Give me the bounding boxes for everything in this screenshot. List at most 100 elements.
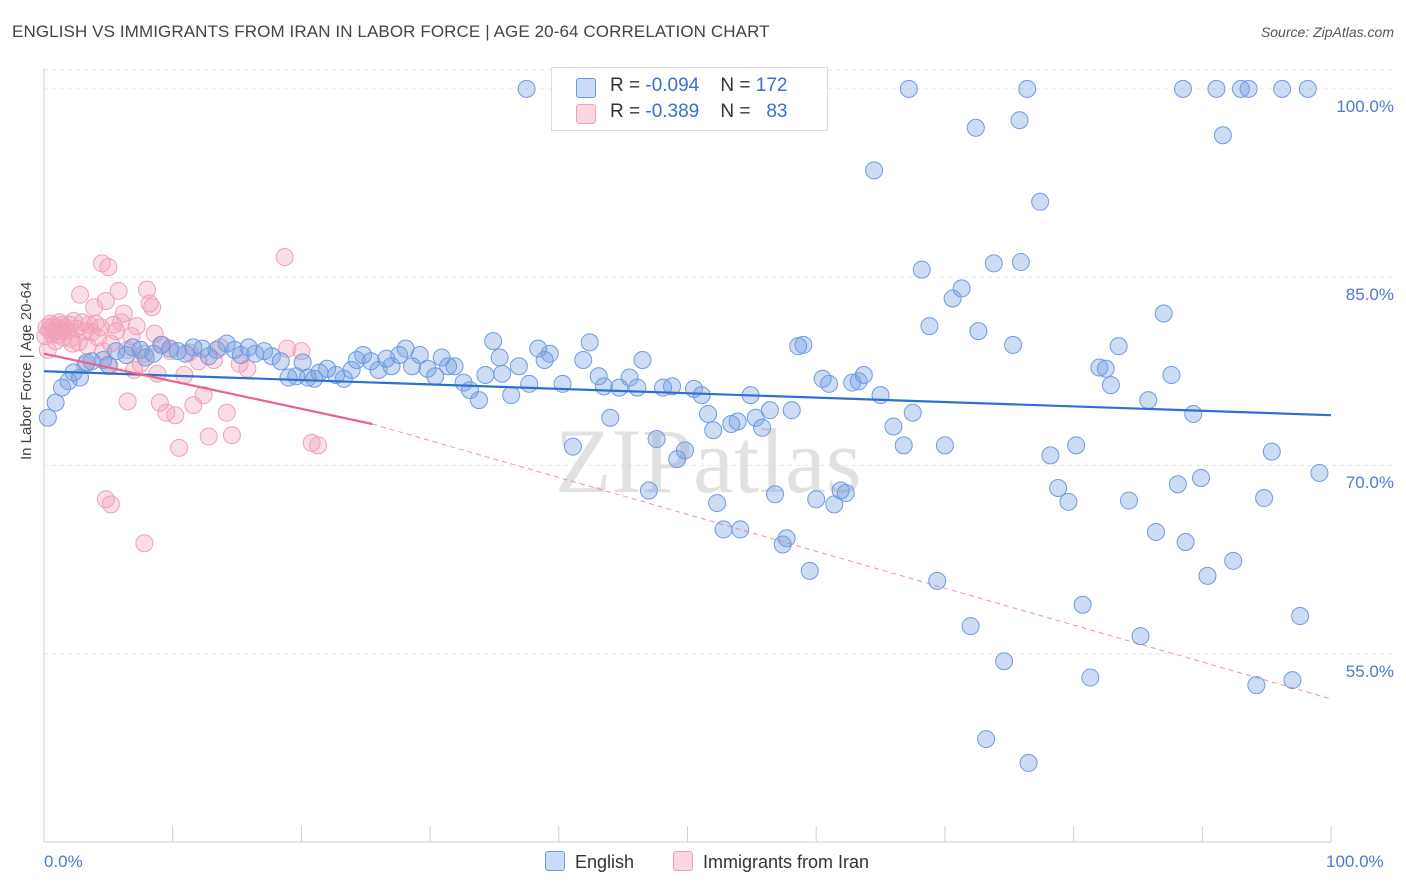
english-point: [884, 417, 903, 436]
iran-point: [275, 248, 294, 267]
english-legend-swatch: [545, 851, 565, 871]
english-point: [633, 350, 652, 369]
english-point: [1101, 376, 1120, 395]
iran-point: [127, 317, 146, 336]
english-point: [714, 520, 733, 539]
english-point: [293, 353, 312, 372]
english-point: [1310, 463, 1329, 482]
english-point: [117, 345, 136, 364]
english-point: [1173, 79, 1192, 98]
english-point: [1273, 79, 1292, 98]
english-point: [1184, 404, 1203, 423]
axes: [43, 68, 1332, 843]
iran-trend-line: [43, 352, 373, 426]
chart-source: Source: ZipAtlas.com: [1260, 24, 1394, 40]
english-point: [675, 441, 694, 460]
english-r-value: -0.094: [645, 75, 700, 96]
iran-point: [80, 315, 99, 334]
english-point: [1146, 522, 1165, 541]
iran-swatch: [576, 104, 596, 124]
english-point: [995, 652, 1014, 671]
english-point: [1090, 358, 1109, 377]
english-point: [894, 436, 913, 455]
english-point: [639, 481, 658, 500]
english-point: [903, 403, 922, 422]
iran-point: [143, 298, 162, 317]
english-point: [854, 366, 873, 385]
english-point: [1131, 627, 1150, 646]
english-point: [807, 490, 826, 509]
iran-point: [99, 258, 118, 277]
english-n-value: 172: [755, 75, 788, 96]
english-point: [594, 377, 613, 396]
iran-trend-extension: [372, 423, 1332, 700]
y-tick-label: 85.0%: [1345, 285, 1394, 305]
iran-point: [55, 318, 74, 337]
english-point: [1041, 446, 1060, 465]
english-point: [1168, 475, 1187, 494]
y-tick-label: 100.0%: [1336, 96, 1394, 116]
english-swatch: [576, 78, 596, 98]
english-point: [1247, 676, 1266, 695]
english-point: [1224, 551, 1243, 570]
english-point: [836, 484, 855, 503]
english-point: [647, 430, 666, 449]
english-point: [1059, 492, 1078, 511]
english-point: [279, 368, 298, 387]
iran-point: [96, 490, 115, 509]
iran-n-value: 83: [766, 101, 788, 122]
english-point: [753, 418, 772, 437]
english-point: [831, 481, 850, 500]
english-point: [490, 348, 509, 367]
english-point: [410, 345, 429, 364]
english-point: [912, 260, 931, 279]
english-point: [1162, 366, 1181, 385]
english-point: [1067, 436, 1086, 455]
english-point: [966, 118, 985, 137]
english-point: [563, 437, 582, 456]
x-tick-label-min: 0.0%: [44, 852, 83, 871]
watermark: ZIPatlas: [555, 410, 862, 512]
english-point: [298, 368, 317, 387]
english-point: [1081, 668, 1100, 687]
english-point: [692, 386, 711, 405]
english-point: [969, 322, 988, 341]
english-point: [620, 368, 639, 387]
english-point: [184, 338, 203, 357]
english-point: [529, 339, 548, 358]
x-tick-label-max: 100.0%: [1326, 852, 1384, 871]
english-point: [961, 617, 980, 636]
english-point: [517, 79, 536, 98]
english-point: [1198, 566, 1217, 585]
english-point: [432, 348, 451, 367]
english-point: [704, 421, 723, 440]
english-point: [766, 485, 785, 504]
english-point: [1207, 79, 1226, 98]
english-point: [1291, 607, 1310, 626]
english-point: [699, 404, 718, 423]
english-point: [520, 374, 539, 393]
iran-point: [114, 304, 133, 323]
english-point: [1239, 79, 1258, 98]
english-point: [760, 401, 779, 420]
iran-point: [199, 427, 218, 446]
iran-point: [194, 386, 213, 405]
english-point: [1176, 532, 1195, 551]
english-point: [794, 335, 813, 354]
english-point: [708, 494, 727, 513]
english-point: [820, 374, 839, 393]
english-point: [1018, 79, 1037, 98]
english-point: [952, 279, 971, 298]
english-point: [207, 340, 226, 359]
english-point: [46, 393, 65, 412]
english-point: [800, 561, 819, 580]
english-point: [476, 366, 495, 385]
iran-point: [96, 291, 115, 310]
english-point: [574, 350, 593, 369]
english-point: [1049, 479, 1068, 498]
english-point: [502, 386, 521, 405]
english-point: [1031, 192, 1050, 211]
english-point: [262, 347, 281, 366]
iran-legend-swatch: [673, 851, 693, 871]
